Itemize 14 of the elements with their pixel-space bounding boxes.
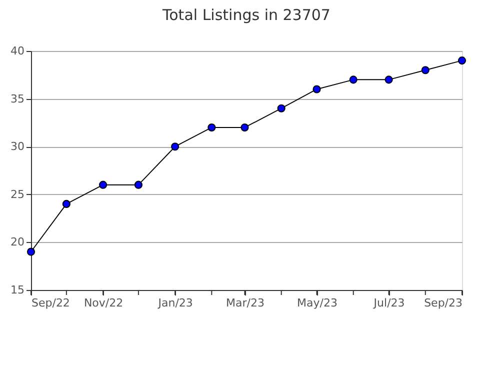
chart-title: Total Listings in 23707	[162, 6, 330, 24]
x-tick-label: Sep/23	[424, 296, 462, 310]
y-tick-label: 40	[10, 44, 24, 58]
y-tick-label: 20	[10, 236, 24, 249]
x-tick-label: Mar/23	[226, 296, 264, 310]
x-tick-label: Nov/22	[84, 296, 124, 310]
x-tick-label: Jan/23	[157, 296, 193, 310]
y-tick-label: 15	[10, 284, 24, 296]
x-tick-label: Jul/23	[372, 296, 405, 310]
y-tick-label: 25	[10, 188, 24, 201]
x-tick-label: Sep/22	[32, 296, 70, 310]
x-tick-label: May/23	[297, 296, 338, 310]
y-tick-label: 35	[10, 92, 24, 106]
y-tick-label: 30	[10, 140, 24, 154]
